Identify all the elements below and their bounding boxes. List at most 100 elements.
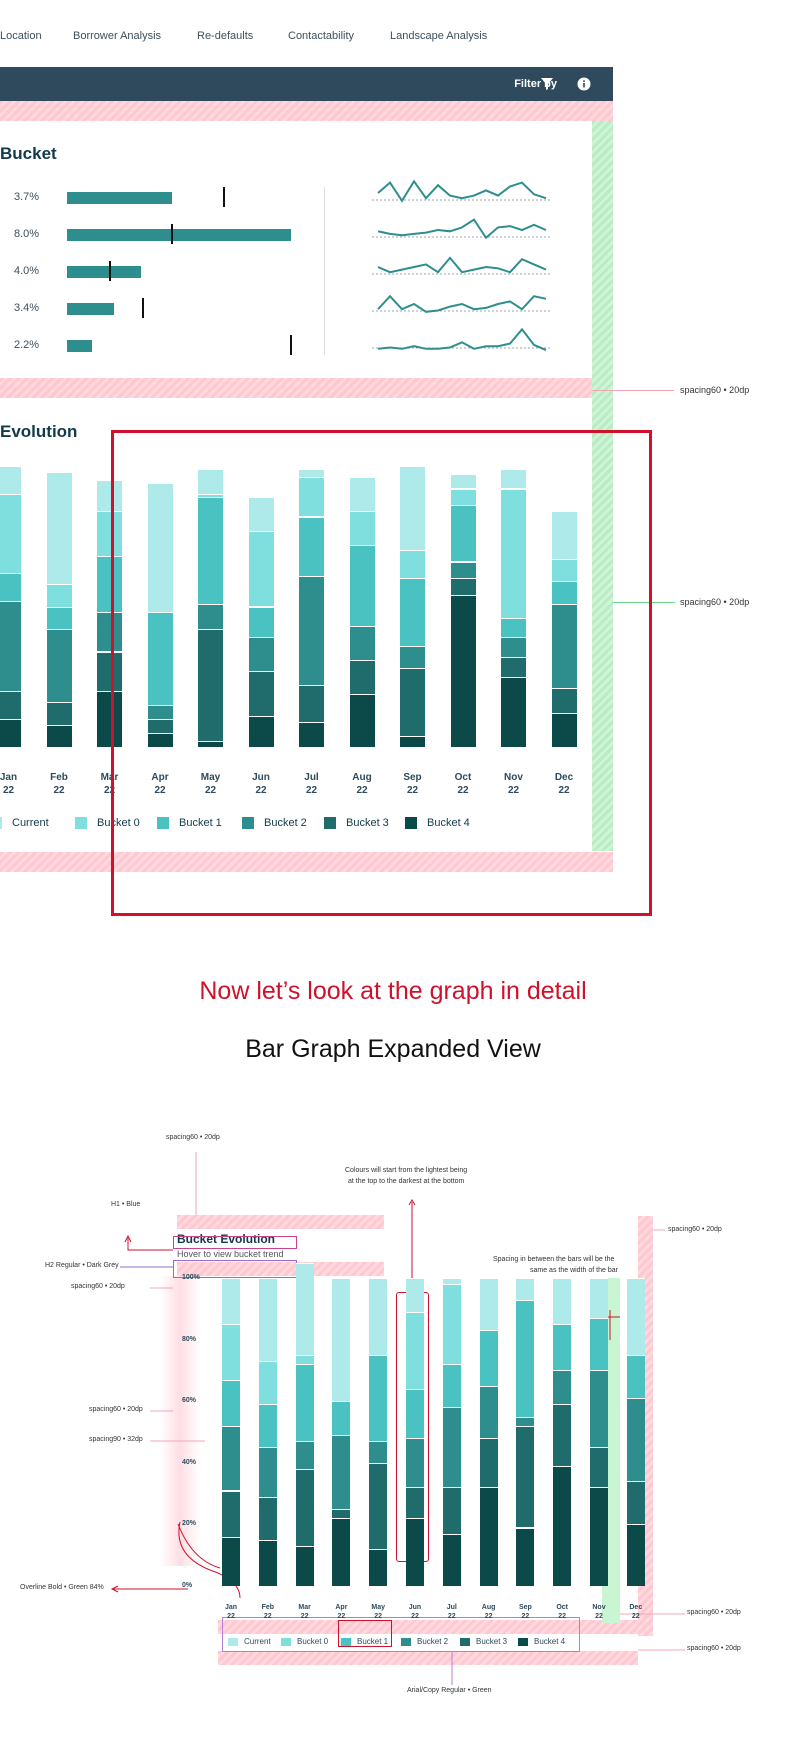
legend-item[interactable]: Bucket 0 xyxy=(75,817,140,829)
bar-segment[interactable] xyxy=(198,741,223,747)
info-icon[interactable] xyxy=(577,77,591,91)
bar-segment[interactable] xyxy=(222,1379,240,1426)
bar-segment[interactable] xyxy=(551,713,577,747)
bar-segment[interactable] xyxy=(222,1278,240,1325)
bar-segment[interactable] xyxy=(198,468,223,495)
sparkline[interactable] xyxy=(377,327,547,352)
bar-segment[interactable] xyxy=(332,1509,351,1519)
bar-segment[interactable] xyxy=(369,1441,388,1463)
bar-segment[interactable] xyxy=(222,1490,240,1537)
bar-segment[interactable] xyxy=(0,690,21,719)
bar-segment[interactable] xyxy=(0,718,21,747)
bar-segment[interactable] xyxy=(222,1425,240,1491)
bar-segment[interactable] xyxy=(400,578,425,646)
bar-segment[interactable] xyxy=(198,629,223,742)
bar-segment[interactable] xyxy=(97,555,122,613)
bar-segment[interactable] xyxy=(248,530,274,607)
bar-segment[interactable] xyxy=(590,1487,608,1586)
bar-segment[interactable] xyxy=(349,477,375,511)
bar-segment[interactable] xyxy=(626,1524,645,1586)
bar-segment[interactable] xyxy=(299,516,324,576)
bar-segment[interactable] xyxy=(97,612,122,652)
nav-landscape-analysis[interactable]: Landscape Analysis xyxy=(390,30,488,42)
bar-segment[interactable] xyxy=(332,1401,351,1436)
bar-segment[interactable] xyxy=(501,676,526,748)
bucket-row-bar[interactable] xyxy=(67,340,92,352)
bar-segment[interactable] xyxy=(590,1370,608,1448)
legend-item[interactable]: Bucket 3 xyxy=(460,1637,507,1646)
bar-segment[interactable] xyxy=(295,1546,314,1586)
bar-segment[interactable] xyxy=(332,1278,351,1402)
bar-segment[interactable] xyxy=(97,651,122,691)
bar-segment[interactable] xyxy=(369,1462,388,1549)
filter-funnel-icon[interactable] xyxy=(540,77,554,91)
bar-segment[interactable] xyxy=(369,1278,388,1355)
legend-item[interactable]: Bucket 2 xyxy=(242,817,307,829)
bar-segment[interactable] xyxy=(46,629,72,703)
bar-segment[interactable] xyxy=(97,511,122,556)
bar-segment[interactable] xyxy=(442,1364,461,1408)
legend-item[interactable]: Bucket 4 xyxy=(405,817,470,829)
bar-segment[interactable] xyxy=(400,668,425,736)
bar-segment[interactable] xyxy=(147,704,173,719)
bar-segment[interactable] xyxy=(198,494,223,497)
bar-segment[interactable] xyxy=(479,1385,498,1439)
bar-segment[interactable] xyxy=(626,1355,645,1399)
bar-segment[interactable] xyxy=(516,1527,535,1586)
legend-item[interactable]: Current xyxy=(0,817,49,829)
bar-segment[interactable] xyxy=(553,1465,572,1586)
bar-segment[interactable] xyxy=(295,1364,314,1442)
bar-segment[interactable] xyxy=(501,657,526,677)
bar-segment[interactable] xyxy=(0,494,21,573)
bar-segment[interactable] xyxy=(516,1278,535,1300)
bar-segment[interactable] xyxy=(479,1330,498,1386)
bar-segment[interactable] xyxy=(450,561,476,579)
bar-segment[interactable] xyxy=(248,716,274,747)
bar-segment[interactable] xyxy=(406,1388,424,1439)
legend-item[interactable]: Bucket 1 xyxy=(341,1637,388,1646)
bar-segment[interactable] xyxy=(551,603,577,688)
bar-segment[interactable] xyxy=(442,1487,461,1534)
bar-segment[interactable] xyxy=(406,1311,424,1389)
bar-segment[interactable] xyxy=(516,1416,535,1426)
sparkline[interactable] xyxy=(377,256,547,274)
bar-segment[interactable] xyxy=(46,471,72,584)
bar-segment[interactable] xyxy=(349,544,375,627)
bar-segment[interactable] xyxy=(479,1278,498,1331)
bar-segment[interactable] xyxy=(258,1447,277,1497)
bar-segment[interactable] xyxy=(442,1278,461,1285)
bar-segment[interactable] xyxy=(349,511,375,545)
bar-segment[interactable] xyxy=(479,1487,498,1586)
bar-segment[interactable] xyxy=(258,1361,277,1405)
bar-segment[interactable] xyxy=(553,1278,572,1325)
bar-segment[interactable] xyxy=(299,468,324,478)
bar-segment[interactable] xyxy=(295,1355,314,1365)
bar-segment[interactable] xyxy=(406,1518,424,1586)
sparkline[interactable] xyxy=(377,294,547,313)
bar-segment[interactable] xyxy=(501,617,526,638)
bar-segment[interactable] xyxy=(248,671,274,717)
legend-item[interactable]: Bucket 4 xyxy=(518,1637,565,1646)
bar-segment[interactable] xyxy=(626,1278,645,1355)
bar-segment[interactable] xyxy=(442,1407,461,1488)
bar-segment[interactable] xyxy=(400,735,425,747)
bar-segment[interactable] xyxy=(553,1370,572,1405)
legend-item[interactable]: Bucket 2 xyxy=(401,1637,448,1646)
sparkline[interactable] xyxy=(377,218,547,240)
legend-item[interactable]: Current xyxy=(228,1637,271,1646)
bar-segment[interactable] xyxy=(97,480,122,511)
bar-segment[interactable] xyxy=(147,612,173,705)
nav-contactability[interactable]: Contactability xyxy=(288,30,355,42)
bucket-row-bar[interactable] xyxy=(67,229,291,241)
bar-segment[interactable] xyxy=(553,1324,572,1371)
bar-segment[interactable] xyxy=(551,688,577,714)
bar-segment[interactable] xyxy=(551,581,577,604)
bucket-row-bar[interactable] xyxy=(67,266,141,278)
bar-segment[interactable] xyxy=(248,637,274,672)
legend-item[interactable]: Bucket 0 xyxy=(281,1637,328,1646)
bar-segment[interactable] xyxy=(590,1447,608,1488)
bar-segment[interactable] xyxy=(46,584,72,607)
bar-segment[interactable] xyxy=(406,1278,424,1312)
bar-segment[interactable] xyxy=(258,1496,277,1540)
bar-segment[interactable] xyxy=(450,474,476,489)
